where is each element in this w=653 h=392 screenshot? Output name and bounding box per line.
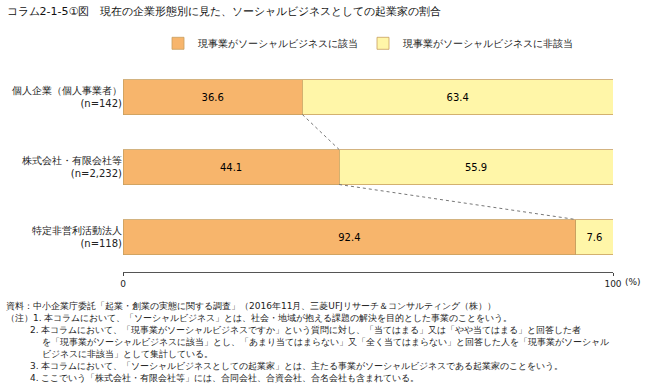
html-text:を「現事業がソーシャルビジネスに該当」とし、「あまり当てはま: を「現事業がソーシャルビジネスに該当」とし、「あまり当てはまらない」又「全く当て… <box>42 337 609 347</box>
html-text:4. ここでいう「株式会社・有限会社等」には、合同会社、合資: 4. ここでいう「株式会社・有限会社等」には、合同会社、合資会社、合名会社も含ま… <box>30 373 420 383</box>
svg-text:63.4: 63.4 <box>447 92 469 103</box>
svg-text:個人企業（個人事業者）(n=142): 個人企業（個人事業者）(n=142) <box>12 85 122 109</box>
svg-text:36.6: 36.6 <box>202 92 224 103</box>
svg-text:株式会社・有限会社等(n=2,232): 株式会社・有限会社等(n=2,232) <box>21 155 122 179</box>
svg-text:0: 0 <box>120 279 126 289</box>
svg-text:現事業がソーシャルビジネスに非該当: 現事業がソーシャルビジネスに非該当 <box>403 38 573 49</box>
html-text:（注）1. 本コラムにおいて、「ソーシャルビジネス」とは、社: （注）1. 本コラムにおいて、「ソーシャルビジネス」とは、社会・地域が抱える課題… <box>6 313 513 323</box>
svg-text:現事業がソーシャルビジネスに該当: 現事業がソーシャルビジネスに該当 <box>198 38 358 49</box>
svg-text:7.6: 7.6 <box>586 232 602 243</box>
svg-text:(%): (%) <box>625 277 641 287</box>
svg-text:コラム2-1-5①図 現在の企業形態別に見た、ソーシャルビジ: コラム2-1-5①図 現在の企業形態別に見た、ソーシャルビジネスとしての起業家の… <box>7 5 442 18</box>
html-text:3. 本コラムにおいて、「ソーシャルビジネスとしての起業家」: 3. 本コラムにおいて、「ソーシャルビジネスとしての起業家」とは、主たる事業がソ… <box>30 361 564 371</box>
svg-text:92.4: 92.4 <box>338 232 360 243</box>
svg-text:100: 100 <box>604 279 621 289</box>
svg-text:55.9: 55.9 <box>465 162 487 173</box>
svg-text:44.1: 44.1 <box>220 162 242 173</box>
html-text:2. 本コラムにおいて、「現事業がソーシャルビジネスですか」: 2. 本コラムにおいて、「現事業がソーシャルビジネスですか」という質問に対し、「… <box>30 325 582 335</box>
svg-text:特定非営利活動法人(n=118): 特定非営利活動法人(n=118) <box>32 225 122 249</box>
html-text:ビジネスに非該当」として集計している。: ビジネスに非該当」として集計している。 <box>42 349 213 359</box>
html-text:資料：中小企業庁委託「起業・創業の実態に関する調査」（201: 資料：中小企業庁委託「起業・創業の実態に関する調査」（2016年11月、三菱UF… <box>6 301 496 311</box>
